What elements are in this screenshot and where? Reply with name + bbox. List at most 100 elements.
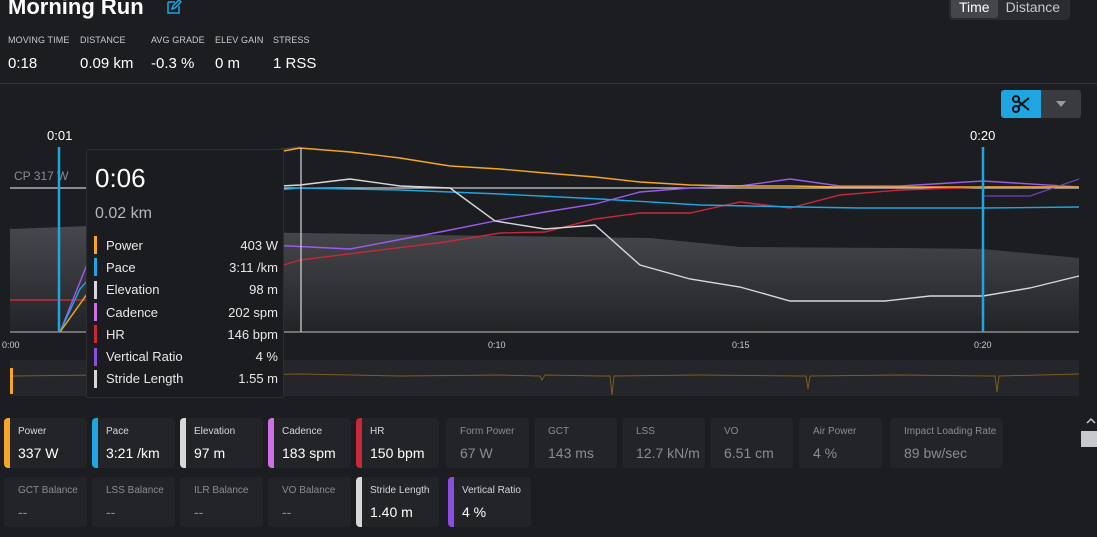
elevation-series (199, 178, 1080, 302)
metric-tile-impact-loading-rate[interactable]: Impact Loading Rate 89 bw/sec (890, 418, 1003, 468)
metric-tile-elevation[interactable]: Elevation 97 m (180, 418, 263, 468)
tile-value: -- (282, 504, 292, 520)
tooltip-row: Stride Length 1.55 m (94, 368, 278, 390)
tile-label: VO (724, 426, 739, 437)
metric-tile-air-power[interactable]: Air Power 4 % (799, 418, 882, 468)
metric-tile-vo[interactable]: VO 6.51 cm (710, 418, 793, 468)
tooltip-row-swatch (94, 236, 97, 255)
metric-tile-gct-balance[interactable]: GCT Balance -- (4, 477, 87, 527)
tooltip-row-name: Power (106, 237, 143, 253)
overview-power-line (12, 373, 1080, 396)
tile-label: Form Power (460, 426, 515, 437)
metric-tile-form-power[interactable]: Form Power 67 W (446, 418, 529, 468)
toggle-distance[interactable]: Distance (1005, 0, 1061, 15)
tooltip-row-value: 98 m (249, 282, 278, 298)
tile-label: HR (370, 426, 385, 437)
tile-label: Air Power (813, 426, 857, 437)
scissor-button[interactable] (1001, 90, 1041, 118)
metric-tile-gct[interactable]: GCT 143 ms (534, 418, 617, 468)
stat-distance: DISTANCE 0.09 km (80, 35, 134, 72)
chevron-down-icon (1056, 101, 1066, 107)
x-tick-2: 0:15 (732, 340, 750, 350)
tooltip-row: Pace 3:11 /km (94, 256, 278, 278)
tile-value: 6.51 cm (724, 445, 774, 461)
tooltip-row-value: 202 spm (228, 304, 278, 320)
metric-tile-lss-balance[interactable]: LSS Balance -- (92, 477, 175, 527)
tile-value: 337 W (18, 445, 59, 461)
tile-value: 3:21 /km (106, 445, 160, 461)
activity-title: Morning Run (8, 0, 144, 19)
edit-icon[interactable] (166, 0, 182, 15)
x-tick-0: 0:00 (2, 340, 20, 350)
tile-value: 183 spm (282, 445, 336, 461)
tile-label: GCT Balance (18, 485, 78, 496)
metric-tile-cadence[interactable]: Cadence 183 spm (268, 418, 351, 468)
scrollbar-thumb[interactable] (1081, 431, 1097, 447)
tile-value: 97 m (194, 445, 226, 461)
tooltip-row-name: Cadence (106, 304, 159, 320)
header-divider (0, 83, 1097, 84)
tooltip-row: Power 403 W (94, 234, 278, 256)
metric-tile-pace[interactable]: Pace 3:21 /km (92, 418, 175, 468)
tooltip-row-swatch (94, 258, 97, 277)
tooltip-row-swatch (94, 369, 97, 388)
tool-dropdown-button[interactable] (1041, 90, 1081, 118)
tooltip-row-name: Vertical Ratio (106, 349, 183, 365)
tile-label: Power (18, 426, 47, 437)
tile-label: Pace (106, 426, 129, 437)
tile-color-bar (448, 477, 454, 527)
tile-color-bar (268, 418, 274, 468)
scissors-icon (1012, 95, 1030, 113)
tile-label: Vertical Ratio (462, 485, 521, 496)
tooltip-rows: Power 403 W Pace 3:11 /km Elevation 98 m Caden… (94, 234, 278, 390)
scroll-up-icon[interactable] (1086, 416, 1096, 426)
tile-color-bar (92, 418, 98, 468)
toggle-time[interactable]: Time (951, 0, 998, 18)
metric-tile-vertical-ratio[interactable]: Vertical Ratio 4 % (448, 477, 531, 527)
metric-tile-hr[interactable]: HR 150 bpm (356, 418, 439, 468)
tile-color-bar (356, 418, 362, 468)
tile-color-bar (356, 477, 362, 527)
tooltip-row-name: Stride Length (106, 371, 184, 387)
view-toggle: Time Distance (949, 0, 1071, 20)
tooltip-row: HR 146 bpm (94, 323, 278, 345)
tile-label: VO Balance (282, 485, 336, 496)
metric-tile-power[interactable]: Power 337 W (4, 418, 87, 468)
tooltip-row-value: 403 W (240, 237, 278, 253)
tile-value: -- (106, 504, 116, 520)
tooltip-row-swatch (94, 325, 97, 344)
overview-selection-start[interactable] (10, 368, 13, 394)
tile-label: Cadence (282, 426, 323, 437)
tooltip-row-swatch (94, 303, 97, 322)
metric-tile-stride-length[interactable]: Stride Length 1.40 m (356, 477, 439, 527)
cp-label: CP 317 W (14, 169, 69, 183)
tile-label: GCT (548, 426, 570, 437)
tooltip-row: Cadence 202 spm (94, 301, 278, 323)
tooltip-row-swatch (94, 347, 97, 366)
tile-value: 150 bpm (370, 445, 425, 461)
tile-label: Stride Length (370, 485, 430, 496)
tooltip-row-name: Elevation (106, 282, 160, 298)
tile-value: 67 W (460, 445, 493, 461)
metric-tile-lss[interactable]: LSS 12.7 kN/m (622, 418, 705, 468)
tile-value: 4 % (462, 504, 487, 520)
summary-stats: MOVING TIME 0:18 DISTANCE 0.09 km AVG GR… (8, 34, 333, 72)
metric-tile-vo-balance[interactable]: VO Balance -- (268, 477, 351, 527)
tile-label: ILR Balance (194, 485, 249, 496)
tooltip-distance: 0.02 km (95, 205, 152, 222)
cadence-series (983, 178, 1080, 197)
tooltip-row: Vertical Ratio 4 % (94, 345, 278, 367)
tile-color-bar (180, 418, 186, 468)
tooltip-row-value: 1.55 m (238, 371, 278, 387)
tile-label: Impact Loading Rate (904, 426, 997, 437)
tooltip-row-swatch (94, 280, 97, 299)
tile-value: -- (18, 504, 28, 520)
chart-tools (1001, 90, 1081, 118)
tile-value: 4 % (813, 445, 838, 461)
stat-avg-grade: AVG GRADE -0.3 % (151, 35, 205, 72)
tooltip-row-name: Pace (106, 259, 136, 275)
tile-color-bar (4, 418, 10, 468)
stat-stress: STRESS 1 RSS (273, 35, 317, 72)
metric-tile-ilr-balance[interactable]: ILR Balance -- (180, 477, 263, 527)
